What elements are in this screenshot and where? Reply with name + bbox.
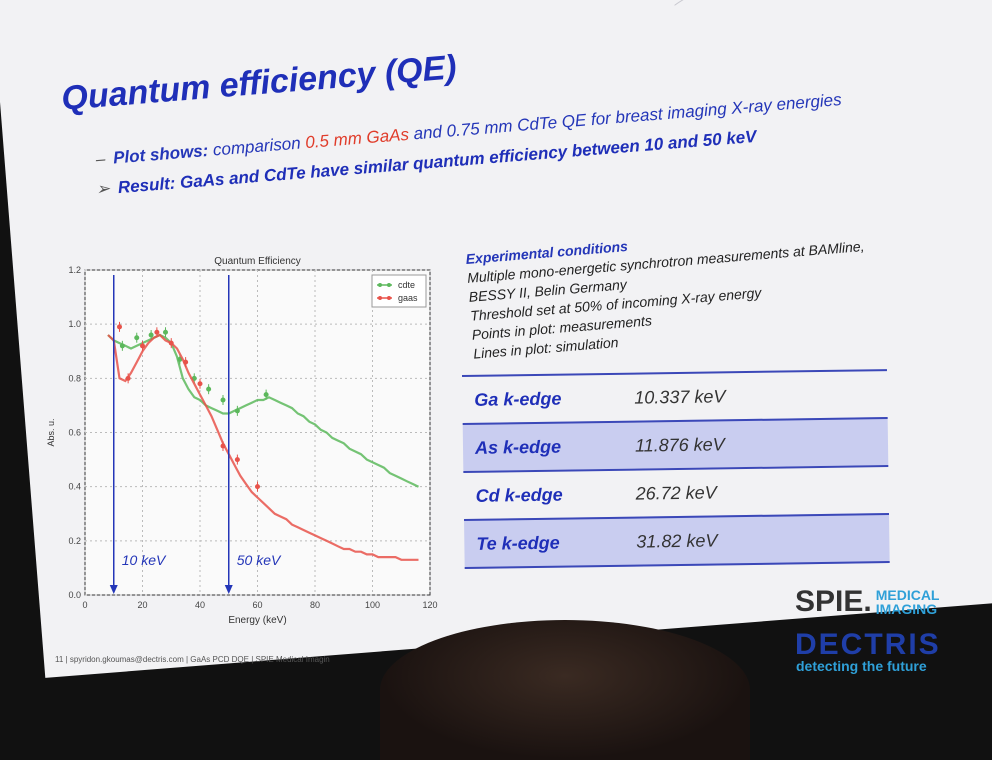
data-point-gaas [125,375,131,381]
edge-name: Te k-edge [476,532,560,554]
y-tick-label: 0.6 [68,428,81,438]
data-point-cdte [119,343,125,349]
x-axis-label: Energy (keV) [228,615,286,626]
energy-marker-label: 50 keV [237,552,282,568]
data-point-gaas [220,443,226,449]
data-point-cdte [206,386,212,392]
table-row: Te k-edge 31.82 keV [464,513,890,569]
data-point-gaas [234,457,240,463]
x-tick-label: 20 [137,600,147,610]
table-row: Ga k-edge 10.337 keV [462,369,888,423]
data-point-gaas [255,484,260,490]
arrow-bullet-icon: ➢ [95,178,111,199]
data-point-gaas [154,329,160,335]
data-point-gaas [197,381,203,387]
data-point-gaas [183,359,189,365]
edge-name: Cd k-edge [475,484,563,506]
spie-sub-line: IMAGING [875,601,938,617]
legend-label: gaas [398,293,418,303]
edge-value: 26.72 keV [635,481,717,504]
data-point-cdte [234,408,240,414]
x-tick-label: 120 [422,600,437,610]
y-tick-label: 1.0 [68,319,81,329]
y-tick-label: 0.0 [68,590,81,600]
legend-marker-gaas [378,296,382,300]
y-tick-label: 0.4 [68,482,81,492]
y-tick-label: 1.2 [68,265,81,275]
x-tick-label: 100 [365,600,380,610]
k-edge-table: Ga k-edge 10.337 keV As k-edge 11.876 ke… [462,369,890,569]
slide-footer: 11 | spyridon.gkoumas@dectris.com | GaAs… [55,655,330,664]
y-tick-label: 0.8 [68,373,81,383]
data-point-gaas [168,340,174,346]
legend-marker-cdte [378,283,382,287]
spie-logo: SPIE. MEDICAL IMAGING [795,585,939,619]
series-line-gaas [107,333,419,561]
data-point-cdte [134,335,140,341]
arrow-head-icon [224,585,233,594]
legend-marker-gaas [387,296,391,300]
edge-value: 10.337 keV [634,385,726,408]
bullet-marker: – [95,149,106,169]
x-tick-label: 80 [310,600,320,610]
table-row: As k-edge 11.876 keV [462,417,889,471]
edge-name: As k-edge [474,436,562,458]
bullet-text: and [408,121,448,144]
data-point-cdte [148,332,154,338]
legend-box [371,274,427,308]
energy-marker-label: 10 keV [122,552,167,568]
spie-sub-line: MEDICAL [875,587,940,603]
quantum-efficiency-chart: 0 20 40 60 80 100 120 0.0 0.2 0.4 0.6 0.8 1.0 1.2 Quan… [46,256,438,626]
spie-subtitle: MEDICAL IMAGING [876,588,940,616]
dectris-logo: DECTRIS [795,628,941,661]
x-tick-label: 60 [252,600,262,610]
edge-value: 11.876 keV [634,433,725,456]
decorative-wave-graphic [674,0,992,6]
table-row: Cd k-edge 26.72 keV [463,465,889,519]
chart-title: Quantum Efficiency [214,256,301,267]
data-point-cdte [263,392,269,398]
y-axis-label: Abs. u. [46,418,56,446]
edge-name: Ga k-edge [474,388,562,410]
data-point-gaas [117,324,122,330]
arrow-head-icon [109,585,118,594]
legend-marker-cdte [387,283,391,287]
audience-head-silhouette [380,620,750,760]
data-point-cdte [220,397,226,403]
dectris-tagline: detecting the future [796,658,927,674]
edge-value: 31.82 keV [636,529,718,552]
x-tick-label: 40 [195,600,205,610]
data-point-cdte [163,329,168,335]
data-point-gaas [140,343,145,349]
legend-label: cdte [398,280,415,290]
spie-wordmark: SPIE. [795,585,872,618]
x-tick-label: 0 [82,600,87,610]
y-tick-label: 0.2 [68,536,81,546]
